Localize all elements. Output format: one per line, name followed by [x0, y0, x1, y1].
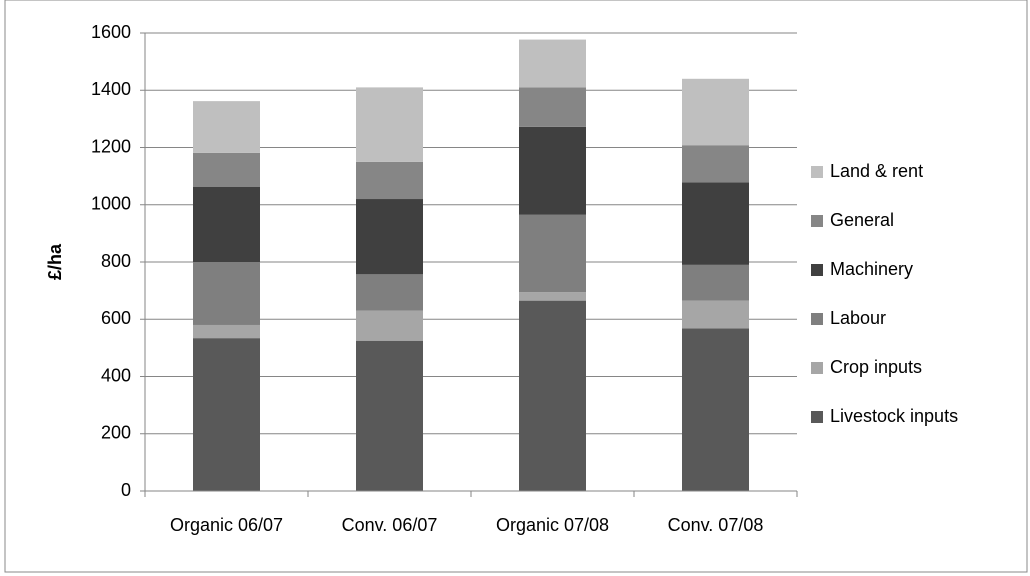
bar-segment — [682, 300, 749, 329]
bar-segment — [193, 262, 260, 325]
bar-segment — [356, 161, 423, 200]
y-tick-label: 400 — [101, 365, 131, 385]
legend-label: General — [830, 210, 894, 230]
bar-segment — [356, 340, 423, 491]
legend-label: Livestock inputs — [830, 406, 958, 426]
bar-segment — [193, 152, 260, 188]
y-tick-label: 0 — [121, 480, 131, 500]
bar-segment — [682, 264, 749, 301]
y-tick-label: 600 — [101, 308, 131, 328]
bar-segment — [356, 310, 423, 341]
bar-segment — [682, 182, 749, 265]
bar-segment — [682, 145, 749, 183]
legend-swatch — [811, 411, 823, 423]
x-tick-label: Conv. 06/07 — [342, 515, 438, 535]
bar-segment — [193, 101, 260, 153]
y-axis-label: £/ha — [45, 243, 65, 280]
bar-segment — [193, 338, 260, 491]
bar-segment — [519, 126, 586, 215]
legend-swatch — [811, 264, 823, 276]
bar-segment — [519, 39, 586, 88]
legend-label: Crop inputs — [830, 357, 922, 377]
x-tick-label: Conv. 07/08 — [668, 515, 764, 535]
y-tick-label: 1400 — [91, 79, 131, 99]
legend-label: Labour — [830, 308, 886, 328]
y-tick-label: 1600 — [91, 22, 131, 42]
legend-label: Machinery — [830, 259, 913, 279]
legend-swatch — [811, 313, 823, 325]
bar-segment — [519, 87, 586, 127]
legend-swatch — [811, 166, 823, 178]
bar-segment — [682, 78, 749, 146]
y-tick-label: 800 — [101, 251, 131, 271]
bar-segment — [519, 300, 586, 491]
x-tick-label: Organic 06/07 — [170, 515, 283, 535]
legend-swatch — [811, 215, 823, 227]
bar-segment — [193, 324, 260, 339]
chart-frame — [4, 0, 1028, 573]
legend-label: Land & rent — [830, 161, 923, 181]
bar-segment — [356, 87, 423, 162]
legend-swatch — [811, 362, 823, 374]
x-tick-label: Organic 07/08 — [496, 515, 609, 535]
y-tick-label: 1000 — [91, 194, 131, 214]
y-tick-label: 1200 — [91, 136, 131, 156]
bar-segment — [356, 274, 423, 311]
y-tick-label: 200 — [101, 423, 131, 443]
bar-segment — [682, 328, 749, 491]
bar-segment — [519, 214, 586, 293]
bar-segment — [519, 292, 586, 301]
bar-segment — [356, 199, 423, 275]
bar-segment — [193, 187, 260, 262]
